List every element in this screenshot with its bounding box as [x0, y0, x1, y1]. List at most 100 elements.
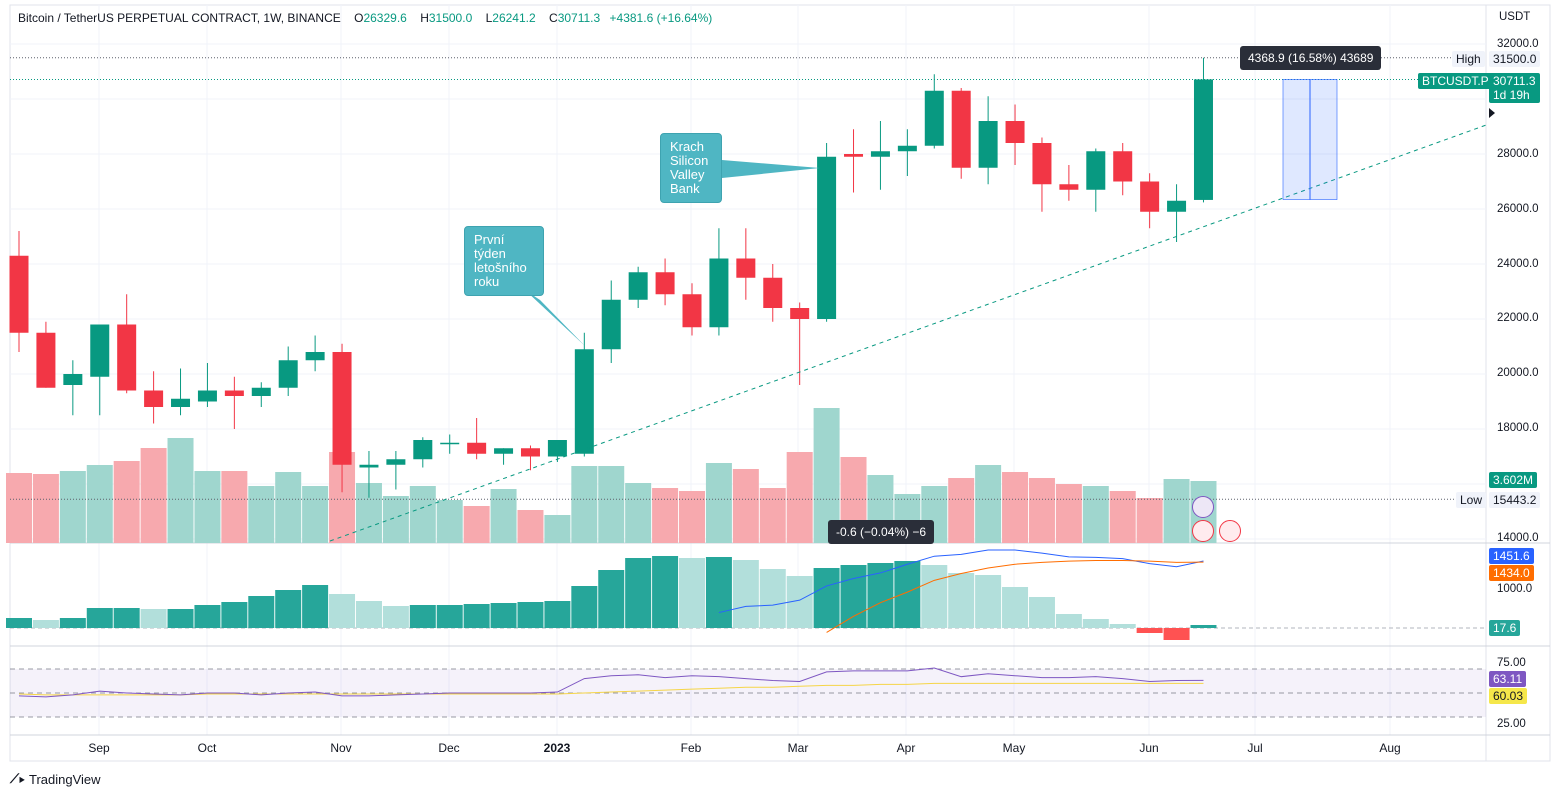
candle-body: [844, 154, 864, 157]
candle-body: [763, 277, 783, 308]
callout-svb[interactable]: Krach Silicon Valley Bank: [660, 133, 722, 203]
macd-histogram-bar: [813, 568, 840, 628]
us-flag-event-icon[interactable]: [1192, 520, 1214, 542]
macd-tick: 1000.0: [1497, 583, 1533, 595]
currency-label[interactable]: USDT: [1499, 11, 1531, 23]
macd-histogram-bar: [1163, 628, 1190, 640]
volume-bar: [167, 438, 194, 543]
volume-bar: [86, 465, 113, 543]
macd-histogram-bar: [409, 605, 436, 628]
candle-body: [386, 459, 406, 465]
candle-body: [144, 390, 164, 407]
candle-body: [1032, 143, 1052, 185]
callout-first-week[interactable]: První týden letošního roku: [464, 226, 544, 296]
volume-bar: [705, 463, 732, 543]
candle-body: [171, 398, 191, 407]
rsi-tick: 75.00: [1497, 657, 1526, 669]
macd-histogram-bar: [490, 603, 517, 628]
macd-histogram-bar: [1136, 628, 1163, 633]
macd-histogram-bar: [1109, 624, 1136, 628]
macd-histogram-bar: [329, 594, 356, 628]
volume-bar: [517, 510, 544, 543]
high-label: H: [420, 11, 429, 25]
us-flag-event-icon[interactable]: [1219, 520, 1241, 542]
candle-body: [817, 156, 837, 319]
volume-bar: [194, 471, 221, 543]
callout-pointer: [722, 160, 820, 178]
macd-histogram-bar: [86, 608, 113, 628]
volume-bar: [1028, 478, 1055, 543]
candle-body: [951, 90, 971, 168]
trendline-arrow-icon: [1489, 108, 1495, 118]
macd-histogram-bar: [1002, 587, 1029, 628]
candle-body: [1167, 200, 1187, 212]
candle-body: [736, 258, 756, 278]
candle-body: [924, 90, 944, 146]
price-tick: 18000.0: [1497, 422, 1539, 434]
candle-body: [494, 448, 514, 454]
macd-histogram-bar: [463, 604, 490, 628]
signal-line-tag: 1434.0: [1489, 565, 1534, 581]
candle-body: [1140, 181, 1160, 212]
macd-histogram-bar: [32, 620, 59, 628]
tradingview-logo[interactable]: ⟋▸ TradingView: [10, 771, 101, 787]
macd-histogram-bar: [221, 602, 248, 628]
volume-bar: [32, 474, 59, 543]
high-tag-label: High: [1452, 51, 1485, 67]
candle-body: [682, 294, 702, 328]
macd-histogram-bar: [652, 556, 679, 628]
volume-bar: [6, 473, 32, 543]
candle-body: [978, 121, 998, 168]
candle-body: [574, 349, 594, 454]
candle-body: [520, 448, 540, 457]
macd-histogram-bar: [302, 585, 329, 628]
volume-bar: [463, 506, 490, 543]
rsi-ma-line: [18, 682, 1204, 696]
candle-body: [1113, 151, 1133, 182]
symbol-header: Bitcoin / TetherUS PERPETUAL CONTRACT, 1…: [18, 11, 712, 25]
volume-bar: [571, 466, 598, 543]
candle-body: [117, 324, 137, 391]
macd-line-tag: 1451.6: [1489, 548, 1534, 564]
time-label: Feb: [680, 741, 702, 755]
price-tick: 22000.0: [1497, 312, 1539, 324]
macd-hist-tag: 17.6: [1489, 620, 1521, 636]
low-tag-value: 15443.2: [1489, 492, 1541, 508]
candle-body: [90, 324, 110, 377]
macd-histogram-bar: [679, 558, 705, 628]
measure-tooltip: 4368.9 (16.58%) 43689: [1240, 46, 1382, 70]
close-label: C: [549, 11, 558, 25]
volume-bar: [652, 488, 679, 543]
candle-body: [628, 272, 648, 300]
candle-body: [467, 442, 487, 454]
macd-histogram-bar: [544, 601, 571, 628]
candle-body: [9, 255, 29, 333]
volume-bar: [221, 471, 248, 543]
open-value: 26329.6: [363, 11, 407, 25]
tradingview-logo-icon: ⟋▸: [10, 771, 25, 786]
time-label: Jun: [1139, 741, 1159, 755]
macd-histogram-bar: [275, 590, 302, 628]
macd-histogram-bar: [625, 558, 652, 628]
symbol-title: Bitcoin / TetherUS PERPETUAL CONTRACT, 1…: [18, 11, 341, 25]
volume-bar: [382, 496, 409, 543]
volume-bar: [759, 488, 786, 543]
macd-histogram-bar: [948, 573, 975, 628]
candle-body: [332, 352, 352, 465]
time-label: Jul: [1247, 741, 1263, 755]
macd-histogram-bar: [975, 575, 1002, 628]
lightning-event-icon[interactable]: [1192, 496, 1214, 518]
low-tag-label: Low: [1456, 492, 1487, 508]
candle-body: [359, 464, 379, 468]
candle-body: [870, 151, 890, 157]
time-label: May: [1002, 741, 1026, 755]
candle-body: [1193, 79, 1213, 200]
macd-histogram-bar: [140, 609, 167, 628]
volume-bar: [302, 486, 329, 543]
candle-body: [897, 145, 917, 152]
macd-histogram-bar: [436, 605, 463, 628]
macd-histogram-bar: [1028, 597, 1055, 628]
macd-histogram-bar: [59, 618, 86, 628]
low-label: L: [485, 11, 493, 25]
